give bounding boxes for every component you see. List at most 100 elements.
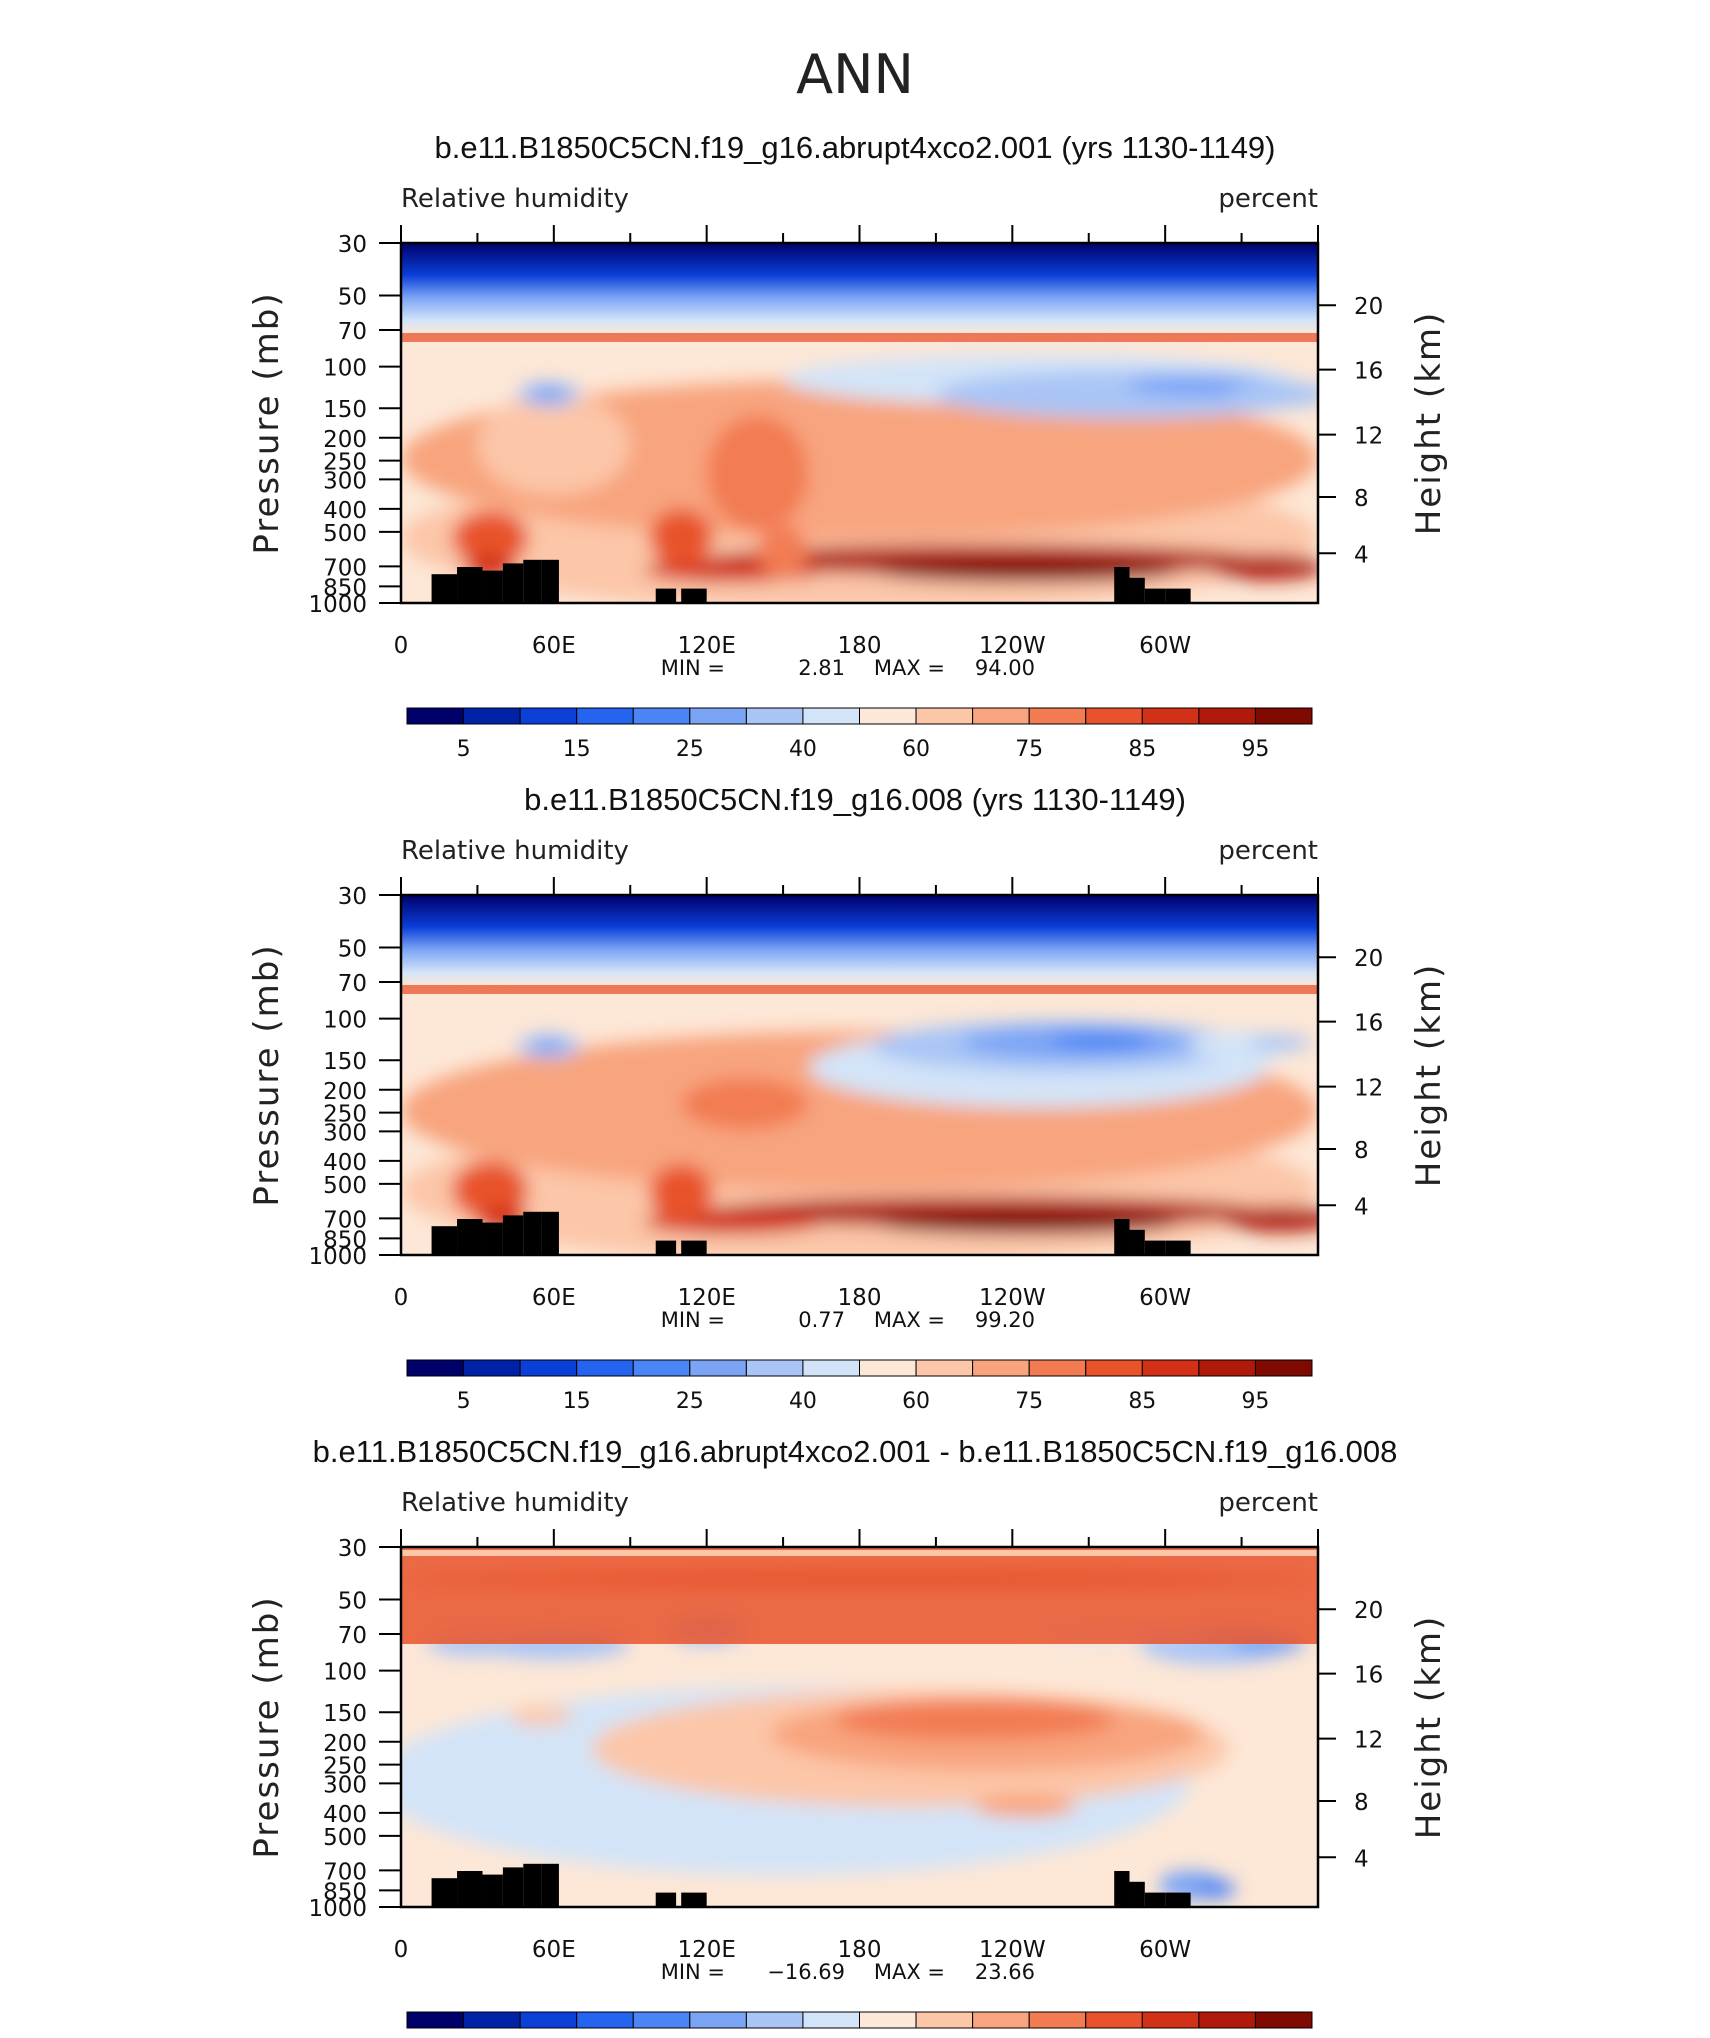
- height-tick-label: 4: [1354, 1194, 1369, 1220]
- min-value: 0.77: [798, 1308, 845, 1332]
- max-label: MAX =: [874, 1308, 945, 1332]
- x-tick-label: 120E: [677, 1285, 735, 1311]
- height-tick-label: 8: [1354, 1138, 1369, 1164]
- max-value: 94.00: [975, 656, 1035, 680]
- colorbar-swatch: [1254, 2011, 1313, 2029]
- y-tick-label: 300: [323, 1120, 367, 1146]
- topography-block: [431, 1226, 458, 1255]
- panel-title: b.e11.B1850C5CN.f19_g16.abrupt4xco2.001 …: [313, 1434, 1398, 1469]
- colorbar-swatch: [1028, 707, 1087, 725]
- height-tick-label: 16: [1354, 359, 1383, 385]
- y-tick-label: 100: [323, 356, 367, 382]
- topography-block: [655, 1240, 677, 1255]
- colorbar-label: 95: [1241, 737, 1269, 762]
- height-tick-label: 12: [1354, 1728, 1383, 1754]
- x-tick-label: 120E: [677, 633, 735, 659]
- colorbar-swatch: [745, 1359, 804, 1377]
- colorbar-swatch: [406, 1359, 465, 1377]
- y-tick-label: 30: [338, 232, 367, 258]
- colorbar-swatch: [576, 2011, 634, 2029]
- min-max-stats: MIN = −16.69 MAX = 23.66: [661, 1960, 1035, 1984]
- colorbar: −50−40−30−20−15−10−505101520304050: [406, 2011, 1313, 2029]
- contour-region: [1050, 1032, 1153, 1050]
- colorbar-label: 60: [902, 1389, 930, 1414]
- x-tick-label: 180: [838, 1937, 882, 1963]
- contour-region: [681, 1078, 809, 1130]
- y-tick-label: 150: [323, 1701, 367, 1727]
- height-tick-label: 4: [1354, 542, 1369, 568]
- topography-block: [523, 1211, 542, 1255]
- colorbar-swatch: [972, 707, 1030, 725]
- y-tick-label: 70: [338, 319, 367, 345]
- topography-block: [1144, 588, 1166, 603]
- colorbar-swatch: [802, 1359, 860, 1377]
- topography-block: [1165, 588, 1191, 603]
- y-tick-label: 50: [338, 1588, 367, 1614]
- height-tick-label: 20: [1354, 1598, 1383, 1624]
- colorbar-swatch: [859, 2011, 917, 2029]
- max-label: MAX =: [874, 1960, 945, 1984]
- topography-block: [1165, 1240, 1191, 1255]
- y2-axis-title: Height (km): [1409, 1615, 1449, 1840]
- x-tick-label: 60W: [1139, 633, 1191, 659]
- chart-panel-1: b.e11.B1850C5CN.f19_g16.abrupt4xco2.001 …: [247, 130, 1449, 762]
- colorbar-swatch: [1085, 2011, 1143, 2029]
- y-tick-label: 700: [323, 555, 367, 581]
- y-tick-label: 150: [323, 1049, 367, 1075]
- topography-block: [457, 567, 483, 603]
- contour-region: [1228, 381, 1318, 408]
- contour-region: [757, 527, 809, 579]
- x-tick-label: 60W: [1139, 1285, 1191, 1311]
- colorbar-swatch: [1254, 707, 1313, 725]
- colorbar: 5 15 25 40 60 75 85 95: [406, 707, 1313, 762]
- colorbar-swatch: [915, 1359, 974, 1377]
- topography-block: [655, 1892, 677, 1907]
- stratosphere-band: [401, 243, 1318, 334]
- x-tick-label: 120E: [677, 1937, 735, 1963]
- variable-label: Relative humidity: [401, 836, 629, 866]
- colorbar-swatch: [915, 707, 974, 725]
- panel-title: b.e11.B1850C5CN.f19_g16.008 (yrs 1130-11…: [524, 782, 1186, 817]
- y-tick-label: 300: [323, 1772, 367, 1798]
- min-label: MIN =: [661, 1308, 725, 1332]
- topography-block: [482, 1874, 503, 1907]
- topography-block: [681, 1240, 707, 1255]
- height-tick-label: 8: [1354, 486, 1369, 512]
- topography-block: [457, 1871, 483, 1907]
- y-tick-label: 400: [323, 498, 367, 524]
- contour-region: [872, 559, 1178, 582]
- y-tick-label: 250: [323, 1754, 367, 1780]
- min-value: 2.81: [798, 656, 845, 680]
- topography-block: [681, 588, 707, 603]
- x-tick-label: 120W: [979, 633, 1046, 659]
- height-tick-label: 12: [1354, 1076, 1383, 1102]
- colorbar-swatch: [463, 2011, 521, 2029]
- colorbar-swatch: [802, 2011, 860, 2029]
- y-tick-label: 100: [323, 1660, 367, 1686]
- height-tick-label: 12: [1354, 424, 1383, 450]
- topography-block: [1129, 1881, 1145, 1907]
- topography-block: [1129, 1229, 1145, 1255]
- x-tick-label: 60E: [532, 633, 576, 659]
- topography-block: [482, 570, 503, 603]
- colorbar-swatch: [1254, 1359, 1313, 1377]
- stratosphere-band-edge: [401, 1550, 1318, 1556]
- max-value: 23.66: [975, 1960, 1035, 1984]
- colorbar-swatch: [1141, 2011, 1200, 2029]
- colorbar-swatch: [463, 707, 521, 725]
- colorbar-swatch: [1198, 707, 1256, 725]
- colorbar-label: 85: [1128, 737, 1156, 762]
- contour-region: [533, 1038, 565, 1054]
- contour-field: [401, 1547, 1318, 1907]
- colorbar-label: 40: [789, 1389, 817, 1414]
- height-tick-label: 4: [1354, 1846, 1369, 1872]
- y-tick-label: 400: [323, 1802, 367, 1828]
- y-tick-label: 50: [338, 284, 367, 310]
- colorbar-label: 60: [902, 737, 930, 762]
- x-tick-label: 60E: [532, 1285, 576, 1311]
- contour-region: [509, 1706, 573, 1726]
- topography-block: [431, 1878, 458, 1907]
- topography-block: [502, 1867, 524, 1907]
- max-value: 99.20: [975, 1308, 1035, 1332]
